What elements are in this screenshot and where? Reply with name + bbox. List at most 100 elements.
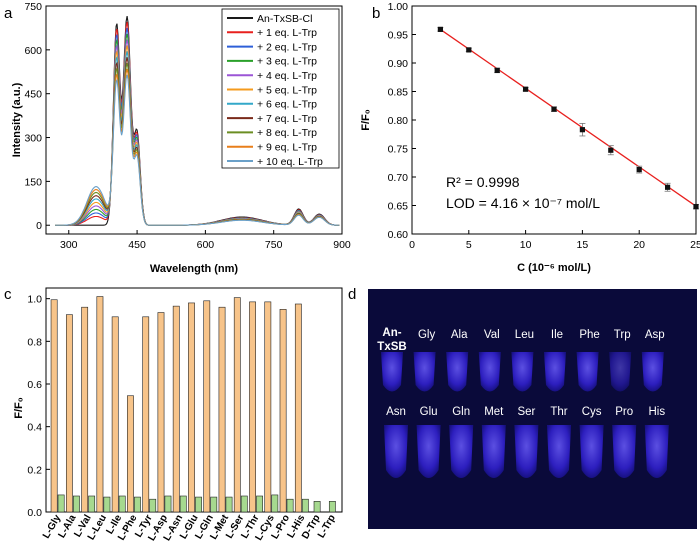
panel-c-bars	[50, 296, 336, 513]
panel-a-y-tick-label: 300	[24, 133, 42, 145]
panel-a-y-ticks: 0 150 300 450 600 750	[24, 1, 50, 232]
bar-analyte	[81, 306, 89, 513]
bar-analyte-plus-trp	[72, 495, 80, 513]
bar-analyte-plus-trp	[134, 496, 141, 513]
panel-a-y-tick-label: 750	[24, 1, 42, 13]
vial-bottom	[547, 425, 571, 478]
panel-b-x-ticks: 0 5 10 15 20 25	[409, 230, 700, 251]
data-point	[437, 26, 443, 32]
bar-analyte	[203, 300, 211, 513]
data-point	[665, 184, 671, 190]
vial-top	[478, 352, 501, 392]
photo-label-top: Phe	[579, 329, 599, 341]
bar-analyte	[111, 316, 119, 513]
bar-analyte-plus-trp	[195, 496, 202, 513]
panel-b-x-tick-label: 10	[520, 239, 532, 251]
vial-top	[576, 352, 599, 392]
panel-a-plot-area	[55, 16, 340, 226]
legend-label: + 3 eq. L-Trp	[257, 56, 317, 68]
photo-label-top: An-	[382, 327, 401, 339]
panel-a-y-axis-title: Intensity (a.u.)	[11, 82, 23, 157]
bar-analyte-plus-trp	[210, 496, 218, 513]
panel-a-legend: An-TxSB-Cl + 1 eq. L-Trp + 2 eq. L-Trp + 3 …	[221, 8, 340, 169]
vial-bottom	[416, 425, 441, 478]
panel-a-y-tick-label: 150	[24, 176, 42, 188]
legend-label: An-TxSB-Cl	[257, 13, 312, 25]
panel-b-x-tick-label: 25	[690, 239, 700, 251]
photo-label-top: Gly	[418, 329, 436, 341]
panel-b-y-tick-label: 0.95	[388, 30, 409, 42]
panel-b-y-axis-title: F/F₀	[360, 109, 372, 130]
bar-analyte-plus-trp	[118, 495, 126, 513]
bar-analyte	[249, 301, 256, 513]
panel-b-letter: b	[372, 5, 380, 22]
panel-b-x-tick-label: 0	[409, 239, 415, 251]
photo-label-top: Leu	[515, 329, 534, 341]
panel-a: a 300 450 600 750 900 0 150 300 450 600 750 Wavel…	[4, 1, 351, 275]
bar-analyte	[157, 312, 165, 513]
photo-tubes	[381, 352, 669, 478]
photo-label-bottom: Asn	[386, 406, 406, 418]
panel-b-y-tick-label: 0.80	[388, 115, 409, 127]
panel-b-y-tick-label: 1.00	[388, 1, 409, 13]
bar-analyte-plus-trp	[57, 494, 65, 513]
photo-label-top: Ala	[451, 329, 468, 341]
panel-a-x-ticks: 300 450 600 750 900	[60, 230, 351, 251]
panel-d-letter: d	[348, 286, 356, 303]
bar-analyte-plus-trp	[179, 495, 187, 513]
photo-label-top: Trp	[614, 329, 631, 341]
photo-label-bottom: Gln	[452, 406, 470, 418]
photo-labels: An- TxSB Gly Ala Val Leu Ile Phe Trp Asp Asn Glu Gln…	[377, 327, 665, 418]
bar-analyte	[50, 299, 58, 513]
photo-label-bottom: Ser	[517, 406, 535, 418]
panel-a-frame	[45, 5, 343, 235]
bar-analyte	[264, 301, 272, 513]
bar-analyte-plus-trp	[271, 494, 279, 513]
lod-annotation: LOD = 4.16 × 10⁻⁷ mol/L	[446, 195, 600, 211]
bar-analyte	[188, 302, 195, 513]
photo-label-top: TxSB	[377, 341, 406, 353]
bar-analyte	[279, 309, 287, 513]
legend-label: + 4 eq. L-Trp	[257, 70, 317, 82]
photo-label-bottom: Thr	[550, 406, 567, 418]
panel-c-y-tick-label: 0.0	[27, 507, 42, 519]
panel-b-y-ticks: 0.60 0.65 0.70 0.75 0.80 0.85 0.90 0.95 1.00	[388, 1, 416, 241]
panel-b-y-tick-label: 0.60	[388, 229, 409, 241]
vial-bottom	[612, 425, 637, 478]
bar-analyte-plus-trp	[328, 501, 336, 513]
bar-analyte-plus-trp	[313, 501, 321, 513]
panel-a-letter: a	[4, 5, 13, 22]
bar-analyte	[142, 316, 150, 513]
bar-analyte-plus-trp	[225, 496, 233, 513]
bar-analyte	[65, 314, 73, 513]
legend-label: + 9 eq. L-Trp	[257, 142, 317, 154]
panel-a-y-tick-label: 450	[24, 89, 42, 101]
panel-c-y-tick-label: 0.2	[27, 464, 42, 476]
fit-line	[440, 28, 697, 207]
data-point	[523, 86, 529, 92]
panel-a-x-tick-label: 600	[197, 239, 215, 251]
panel-d: d An- TxSB Gly Ala Val Leu Ile Phe Trp Asp Asn Glu G…	[348, 286, 697, 529]
vial-top	[446, 352, 469, 392]
data-point	[608, 147, 614, 153]
panel-b-x-axis-title: C (10⁻⁶ mol/L)	[517, 262, 591, 274]
data-point	[551, 106, 557, 112]
panel-b-y-tick-label: 0.90	[388, 58, 409, 70]
vial-top	[641, 352, 664, 392]
legend-label: + 8 eq. L-Trp	[257, 127, 317, 139]
panel-b-x-tick-label: 20	[633, 239, 645, 251]
bar-analyte	[218, 306, 226, 513]
data-point	[494, 67, 500, 74]
panel-c-y-tick-label: 0.6	[27, 379, 42, 391]
panel-a-y-tick-label: 0	[36, 220, 42, 232]
legend-label: + 2 eq. L-Trp	[257, 41, 317, 53]
panel-c-y-axis-title: F/F₀	[13, 397, 25, 418]
r-squared-annotation: R² = 0.9998	[446, 174, 520, 190]
bar-analyte	[233, 297, 241, 513]
legend-label: + 6 eq. L-Trp	[257, 99, 317, 111]
panel-b-y-tick-label: 0.70	[388, 172, 409, 184]
legend-label: + 5 eq. L-Trp	[257, 84, 317, 96]
bar-analyte	[172, 305, 180, 513]
vial-top	[609, 352, 632, 392]
vial-bottom	[481, 425, 506, 478]
